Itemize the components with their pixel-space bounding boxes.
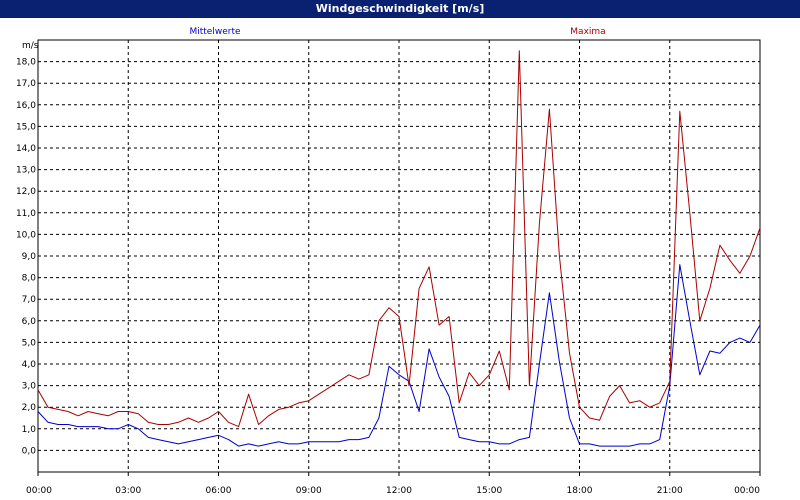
y-tick-label: 14,0	[16, 144, 36, 154]
y-tick-label: 3,0	[22, 382, 37, 392]
y-tick-label: 12,0	[16, 187, 36, 197]
y-axis: 0,0 1,0 2,0 3,0 4,0 5,0 6,0 7,0 8,0 9,0 10,0 11,0 12…	[16, 58, 36, 457]
x-tick-time: 00:00	[734, 486, 760, 496]
legend-mittelwerte: Mittelwerte	[189, 27, 240, 37]
series-lines	[37, 50, 761, 447]
y-tick-label: 7,0	[22, 295, 37, 305]
x-tick-time: 21:00	[657, 486, 683, 496]
y-tick-label: 8,0	[22, 274, 37, 284]
x-tick-time: 18:00	[567, 486, 593, 496]
x-tick-time: 15:00	[476, 486, 502, 496]
y-tick-label: 9,0	[22, 252, 37, 262]
x-tick-time: 09:00	[296, 486, 322, 496]
y-tick-label: 15,0	[16, 122, 36, 132]
x-tick-time: 06:00	[206, 486, 232, 496]
x-tick-time: 03:00	[115, 486, 141, 496]
x-tick-time: 12:00	[386, 486, 412, 496]
chart-title: Windgeschwindigkeit [m/s]	[0, 0, 800, 18]
y-axis-label: m/s	[22, 41, 39, 51]
y-tick-label: 18,0	[16, 58, 36, 68]
y-tick-label: 2,0	[22, 403, 37, 413]
x-axis: 00:0025.08.2003:0025.08.2006:0025.08.200…	[26, 472, 761, 496]
y-tick-label: 17,0	[16, 79, 36, 89]
y-tick-label: 0,0	[22, 446, 37, 456]
y-tick-label: 11,0	[16, 209, 36, 219]
grid	[38, 40, 760, 472]
y-tick-label: 13,0	[16, 166, 36, 176]
x-tick-time: 00:00	[26, 486, 52, 496]
series-line-maxima	[37, 50, 761, 428]
y-tick-label: 16,0	[16, 101, 36, 111]
y-tick-label: 10,0	[16, 230, 36, 240]
y-tick-label: 6,0	[22, 317, 37, 327]
series-line-mittelwerte	[37, 264, 761, 447]
y-tick-label: 5,0	[22, 338, 37, 348]
legend-maxima: Maxima	[570, 27, 605, 37]
y-tick-label: 1,0	[22, 425, 37, 435]
y-tick-label: 4,0	[22, 360, 37, 370]
wind-speed-chart: 0,0 1,0 2,0 3,0 4,0 5,0 6,0 7,0 8,0 9,0 10,0 11,0 12…	[16, 27, 761, 496]
